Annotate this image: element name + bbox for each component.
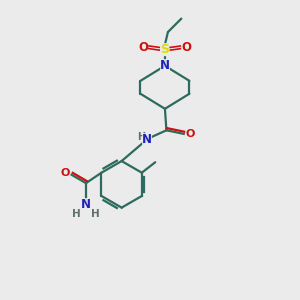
Text: O: O xyxy=(182,41,191,54)
Text: N: N xyxy=(142,133,152,146)
Text: H: H xyxy=(137,133,146,142)
Text: H: H xyxy=(92,209,100,219)
Text: N: N xyxy=(81,198,91,212)
Text: O: O xyxy=(186,129,195,139)
Text: N: N xyxy=(160,59,170,72)
Text: O: O xyxy=(138,41,148,54)
Text: H: H xyxy=(72,209,80,219)
Text: S: S xyxy=(160,44,169,56)
Text: O: O xyxy=(61,168,70,178)
